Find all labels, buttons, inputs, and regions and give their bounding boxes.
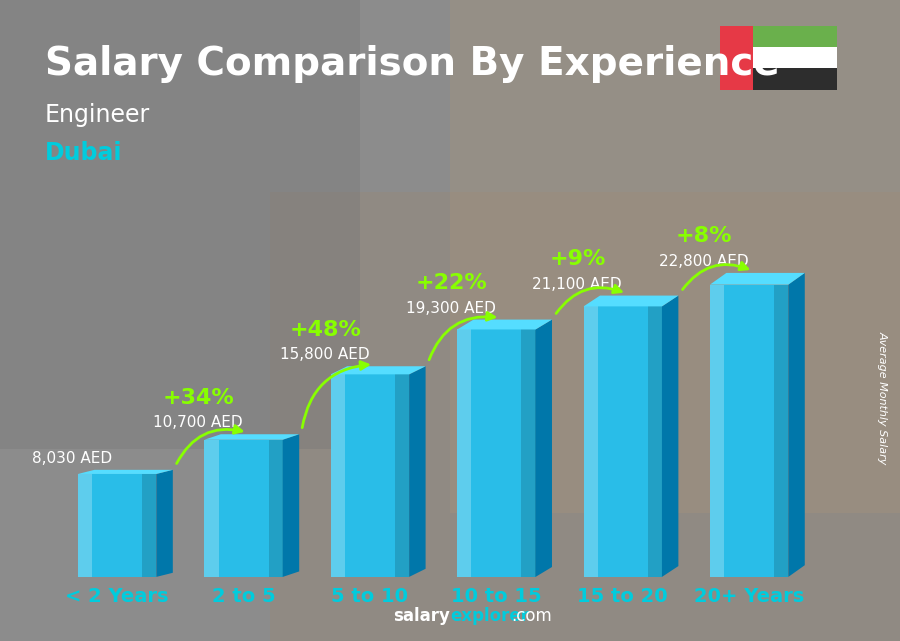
Text: +34%: +34% bbox=[163, 388, 235, 408]
Polygon shape bbox=[457, 329, 536, 577]
Polygon shape bbox=[331, 374, 345, 577]
Polygon shape bbox=[788, 273, 805, 577]
Polygon shape bbox=[536, 320, 552, 577]
Polygon shape bbox=[583, 296, 679, 306]
Polygon shape bbox=[583, 306, 662, 577]
Polygon shape bbox=[331, 374, 410, 577]
Bar bbox=[270, 192, 900, 641]
Text: +48%: +48% bbox=[289, 320, 361, 340]
Polygon shape bbox=[521, 329, 535, 577]
Text: +22%: +22% bbox=[416, 273, 488, 293]
Polygon shape bbox=[269, 440, 283, 577]
Bar bbox=[0, 0, 360, 449]
Text: salary: salary bbox=[393, 607, 450, 625]
Polygon shape bbox=[753, 26, 837, 47]
Polygon shape bbox=[410, 366, 426, 577]
Polygon shape bbox=[204, 434, 299, 440]
Text: Salary Comparison By Experience: Salary Comparison By Experience bbox=[45, 45, 779, 83]
Text: +9%: +9% bbox=[550, 249, 606, 269]
Text: 21,100 AED: 21,100 AED bbox=[533, 277, 622, 292]
Text: 19,300 AED: 19,300 AED bbox=[406, 301, 496, 316]
Text: 22,800 AED: 22,800 AED bbox=[659, 254, 749, 269]
Polygon shape bbox=[648, 306, 662, 577]
Text: Engineer: Engineer bbox=[45, 103, 150, 126]
Polygon shape bbox=[457, 320, 552, 329]
Text: Average Monthly Salary: Average Monthly Salary bbox=[878, 331, 887, 464]
Polygon shape bbox=[157, 470, 173, 577]
Polygon shape bbox=[78, 474, 92, 577]
Polygon shape bbox=[710, 285, 788, 577]
Polygon shape bbox=[283, 434, 299, 577]
Text: +8%: +8% bbox=[676, 226, 733, 246]
Polygon shape bbox=[662, 296, 679, 577]
Polygon shape bbox=[204, 440, 283, 577]
Polygon shape bbox=[457, 329, 472, 577]
Polygon shape bbox=[395, 374, 410, 577]
Polygon shape bbox=[204, 440, 219, 577]
Polygon shape bbox=[774, 285, 788, 577]
Polygon shape bbox=[583, 306, 598, 577]
Text: 8,030 AED: 8,030 AED bbox=[32, 451, 112, 466]
Text: explorer: explorer bbox=[450, 607, 529, 625]
Text: 15,800 AED: 15,800 AED bbox=[280, 347, 369, 362]
Polygon shape bbox=[710, 285, 724, 577]
Polygon shape bbox=[710, 273, 805, 285]
Text: .com: .com bbox=[511, 607, 552, 625]
Text: Dubai: Dubai bbox=[45, 141, 122, 165]
Polygon shape bbox=[142, 474, 157, 577]
Text: 10,700 AED: 10,700 AED bbox=[153, 415, 243, 430]
Polygon shape bbox=[753, 47, 837, 68]
Polygon shape bbox=[331, 366, 426, 374]
Polygon shape bbox=[78, 470, 173, 474]
Polygon shape bbox=[720, 26, 753, 90]
Polygon shape bbox=[78, 474, 157, 577]
Bar bbox=[450, 0, 900, 513]
Polygon shape bbox=[753, 68, 837, 90]
